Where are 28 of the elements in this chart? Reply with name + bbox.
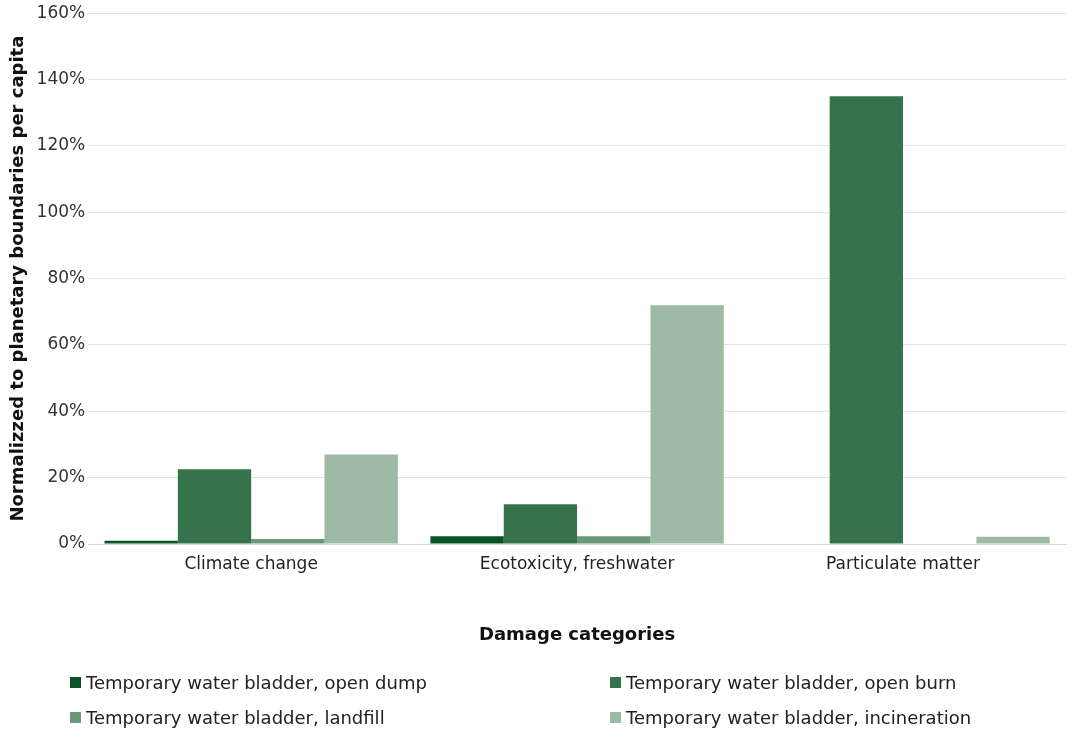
y-tick-label: 140% [36,67,86,88]
bar [577,536,651,544]
y-tick-label: 80% [47,267,86,288]
x-tick-label: Climate change [184,552,318,573]
bar [104,540,178,544]
y-tick-label: 100% [36,200,86,221]
y-axis-title: Normalizzed to planetary boundaries per capita [6,35,28,522]
x-axis-title: Damage categories [479,622,676,644]
legend-label: Temporary water bladder, open dump [86,672,427,693]
y-tick-label: 120% [36,134,86,155]
y-tick-label: 40% [47,399,86,420]
y-tick-label: 0% [58,532,86,553]
legend-label: Temporary water bladder, landfill [86,707,385,728]
bar [976,536,1050,544]
bar [430,536,504,544]
bar [829,96,904,544]
bar [503,504,578,544]
y-tick-label: 20% [47,466,86,487]
x-tick-label: Particulate matter [826,552,980,573]
legend-label: Temporary water bladder, incineration [626,707,972,728]
legend-label: Temporary water bladder, open burn [626,672,957,693]
y-tick-label: 60% [47,333,86,354]
x-tick-label: Ecotoxicity, freshwater [479,552,675,573]
bar [324,454,398,544]
bar [251,539,325,544]
bar [177,469,252,544]
y-tick-label: 160% [36,1,86,22]
bar [650,305,724,544]
